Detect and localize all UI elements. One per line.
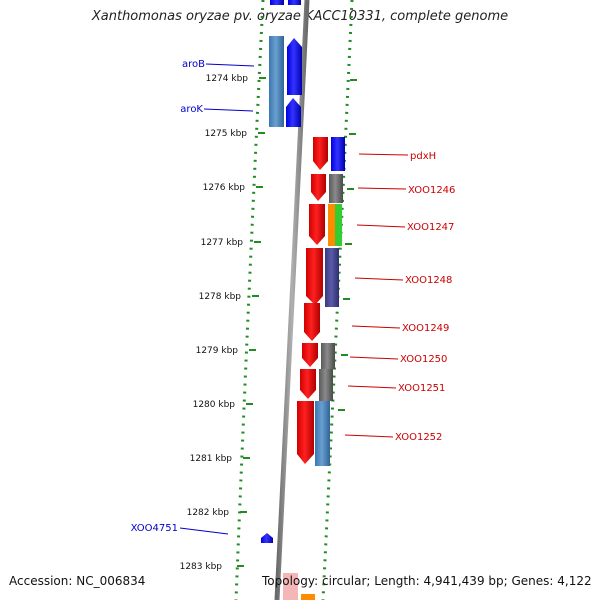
gene-label-XOO1252[interactable]: XOO1252 — [395, 432, 442, 443]
gene-pdxH-bar — [331, 137, 345, 171]
gene-XOO1250-arrow — [302, 343, 318, 367]
tick-label: 1276 kbp — [203, 183, 246, 193]
map-title: Xanthomonas oryzae pv. oryzae KACC10331,… — [91, 9, 509, 24]
gene-arrow-bottom-pink — [283, 573, 298, 600]
gene-aroB-arrow — [287, 38, 302, 95]
gene-label-pdxH[interactable]: pdxH — [410, 151, 436, 162]
gene-XOO1246-bar — [329, 174, 343, 203]
gene-label-aroK[interactable]: aroK — [180, 104, 203, 115]
gene-label-aroB[interactable]: aroB — [182, 59, 205, 70]
gene-XOO1251-bar — [319, 369, 333, 401]
topology-text: Topology: circular; Length: 4,941,439 bp… — [262, 574, 592, 588]
gene-label-XOO1248[interactable]: XOO1248 — [405, 275, 452, 286]
leader-XOO1248 — [354, 277, 404, 281]
gene-label-XOO1249[interactable]: XOO1249 — [402, 323, 449, 334]
gene-arrow-top-blue — [288, 0, 301, 5]
gene-XOO1248-bar — [325, 248, 339, 307]
gene-arrow-top-blue — [270, 0, 284, 5]
leader-XOO1250 — [349, 356, 399, 360]
gene-pdxH-arrow — [313, 137, 328, 170]
gene-label-XOO1246[interactable]: XOO1246 — [408, 185, 455, 196]
gene-XOO1252-bar — [315, 401, 330, 466]
gene-label-XOO1250[interactable]: XOO1250 — [400, 354, 447, 365]
tick-label: 1278 kbp — [199, 292, 242, 302]
leader-XOO1246 — [357, 187, 407, 190]
gene-arrow-bottom-orange — [301, 594, 315, 600]
tick-label: 1281 kbp — [190, 454, 233, 464]
leader-aroK — [203, 108, 254, 112]
gene-XOO1247-arrow — [309, 204, 325, 245]
gene-XOO1246-arrow — [311, 174, 326, 201]
leader-XOO1249 — [351, 325, 401, 329]
tick-label: 1282 kbp — [187, 508, 230, 518]
gene-aroK-arrow — [286, 98, 301, 127]
tick-label: 1277 kbp — [201, 238, 244, 248]
leader-XOO1247 — [356, 224, 406, 228]
gene-XOO4751-arrow — [261, 533, 273, 543]
leader-XOO1251 — [347, 385, 397, 389]
tick-label: 1280 kbp — [193, 400, 236, 410]
gene-label-XOO1251[interactable]: XOO1251 — [398, 383, 445, 394]
gene-aroB-bar — [269, 36, 284, 127]
tick-label: 1274 kbp — [206, 74, 249, 84]
gene-label-XOO1247[interactable]: XOO1247 — [407, 222, 454, 233]
gene-label-XOO4751[interactable]: XOO4751 — [131, 523, 178, 534]
tick-label: 1279 kbp — [196, 346, 239, 356]
genome-axis — [274, 0, 310, 600]
leader-aroB — [205, 63, 255, 67]
leader-XOO4751 — [179, 527, 229, 535]
gene-XOO1249-arrow — [304, 303, 320, 341]
gene-XOO1248-arrow — [306, 248, 323, 305]
gene-XOO1247-bar-orange — [328, 204, 335, 246]
leader-XOO1252 — [344, 434, 394, 438]
accession-text: Accession: NC_006834 — [9, 574, 146, 588]
gene-XOO1252-arrow — [297, 401, 314, 464]
gene-XOO1247-bar-green — [335, 204, 342, 246]
tick-marks — [237, 77, 357, 567]
leader-pdxH — [358, 153, 409, 156]
tick-label: 1283 kbp — [180, 562, 223, 572]
gene-XOO1251-arrow — [300, 369, 316, 399]
tick-label: 1275 kbp — [205, 129, 248, 139]
gene-XOO1250-bar — [321, 343, 335, 369]
